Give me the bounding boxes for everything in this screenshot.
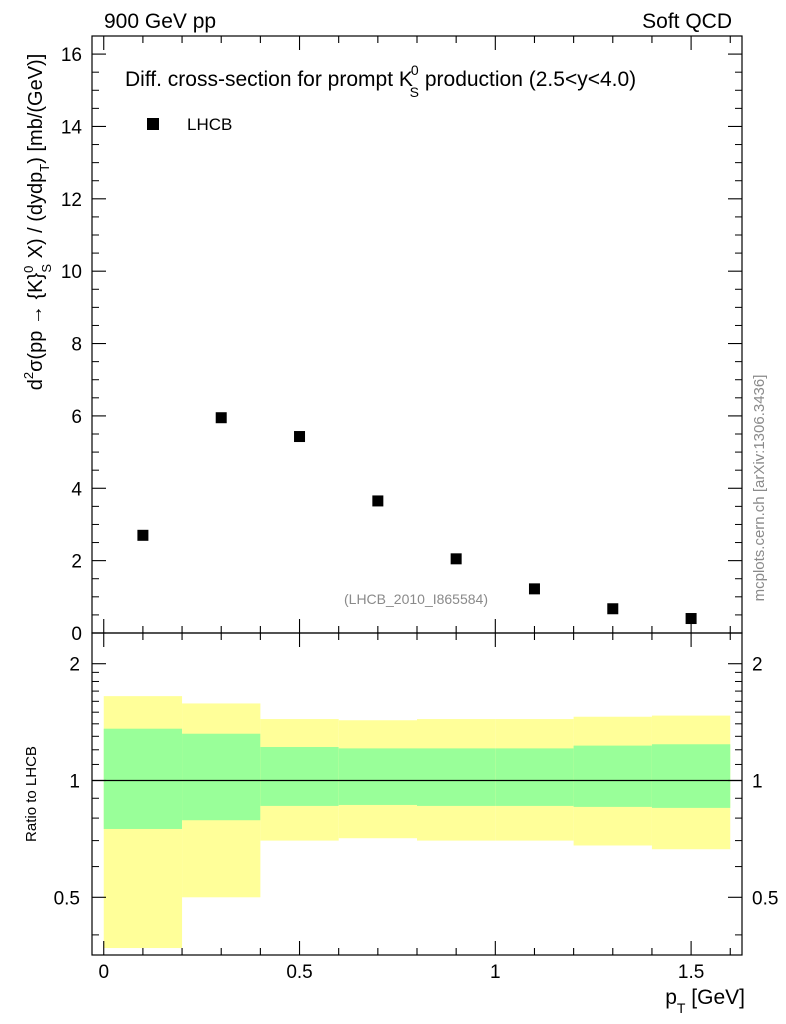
data-point bbox=[215, 412, 227, 424]
ratio-y-tick-label: 2 bbox=[69, 655, 80, 676]
x-tick-label: 1.5 bbox=[678, 962, 704, 983]
ylabel-p4: ) [mb/(GeV)] bbox=[25, 54, 47, 164]
title-sub: S bbox=[410, 84, 419, 100]
data-point bbox=[685, 613, 697, 625]
ratio-x-ticks: 0 0.5 1 1.5 bbox=[98, 36, 731, 983]
data-point bbox=[372, 495, 384, 507]
title-suffix: production (2.5<y<4.0) bbox=[419, 68, 636, 91]
ratio-frame bbox=[91, 632, 743, 956]
ylabel-p1: d bbox=[25, 379, 47, 390]
main-y-ticks: 0 2 4 6 8 10 12 14 16 bbox=[61, 35, 742, 645]
data-point bbox=[294, 431, 306, 443]
title-sup: 0 bbox=[411, 62, 419, 78]
main-y-tick-label: 12 bbox=[61, 190, 82, 211]
main-y-tick-label: 14 bbox=[61, 117, 83, 138]
ratio-y-tick-label-right: 1 bbox=[752, 772, 763, 793]
main-panel: 0 2 4 6 8 10 12 14 16 Diff. cross-section for pr… bbox=[21, 35, 743, 645]
xlabel-sub: T bbox=[677, 1000, 686, 1016]
stat-uncertainty-band bbox=[338, 748, 417, 805]
main-y-tick-label: 4 bbox=[71, 479, 82, 500]
main-y-label: d2σ(pp → {K}0 S X) / (dydpT) [mb/(GeV)] bbox=[21, 54, 54, 391]
ratio-panel: 0.5 0.51 12 2 0 0.5 1 1.5 Ratio to LHCB pT [Ge… bbox=[23, 36, 778, 1016]
main-y-tick-label: 8 bbox=[71, 335, 82, 356]
legend-marker bbox=[147, 118, 159, 130]
x-axis-label: pT [GeV] bbox=[665, 986, 745, 1016]
stat-uncertainty-band bbox=[573, 745, 652, 807]
main-y-tick-label: 10 bbox=[61, 262, 82, 283]
stat-uncertainty-band bbox=[182, 733, 261, 821]
header-left: 900 GeV pp bbox=[104, 10, 216, 33]
stat-uncertainty-band bbox=[260, 747, 339, 806]
analysis-id: (LHCB_2010_I865584) bbox=[344, 591, 488, 607]
ratio-y-tick-label: 1 bbox=[69, 772, 80, 793]
data-point bbox=[607, 603, 619, 615]
data-point bbox=[528, 583, 540, 595]
main-y-tick-label: 16 bbox=[61, 45, 82, 66]
main-markers bbox=[137, 412, 697, 625]
ylabel-p2-sub: S bbox=[39, 264, 54, 273]
title-prefix: Diff. cross-section for prompt K bbox=[125, 68, 413, 91]
x-tick-label: 0.5 bbox=[286, 962, 312, 983]
x-tick-label: 1 bbox=[490, 962, 501, 983]
data-point bbox=[450, 553, 462, 565]
ratio-y-tick-label-right: 0.5 bbox=[752, 888, 778, 909]
ratio-y-label: Ratio to LHCB bbox=[23, 746, 40, 842]
ylabel-p2: σ(pp → {K} bbox=[25, 273, 47, 372]
header-right: Soft QCD bbox=[642, 10, 732, 33]
main-y-tick-label: 6 bbox=[71, 407, 82, 428]
x-tick-label: 0 bbox=[98, 962, 109, 983]
stat-uncertainty-band bbox=[103, 728, 183, 829]
ylabel-p2-sup: 0 bbox=[21, 266, 36, 273]
legend-label: LHCB bbox=[187, 115, 232, 134]
ylabel-p3-sub: T bbox=[37, 164, 52, 172]
ylabel-p3: X) / (dydp bbox=[25, 172, 47, 264]
ratio-y-tick-label-right: 2 bbox=[752, 655, 763, 676]
main-y-tick-label: 0 bbox=[71, 624, 82, 645]
data-point bbox=[137, 529, 149, 541]
xlabel-main: p bbox=[665, 986, 677, 1009]
side-watermark-text: mcplots.cern.ch [arXiv:1306.3436] bbox=[751, 375, 768, 602]
stat-uncertainty-band bbox=[651, 744, 731, 808]
main-y-tick-label: 2 bbox=[71, 552, 82, 573]
ratio-y-tick-label: 0.5 bbox=[54, 888, 80, 909]
stat-uncertainty-band bbox=[417, 748, 496, 806]
ylabel-p1-sup: 2 bbox=[21, 372, 36, 379]
ratio-bands bbox=[103, 696, 731, 949]
main-title: Diff. cross-section for prompt K0 S produ… bbox=[125, 62, 636, 100]
xlabel-rest: [GeV] bbox=[685, 986, 745, 1009]
stat-uncertainty-band bbox=[495, 748, 574, 806]
